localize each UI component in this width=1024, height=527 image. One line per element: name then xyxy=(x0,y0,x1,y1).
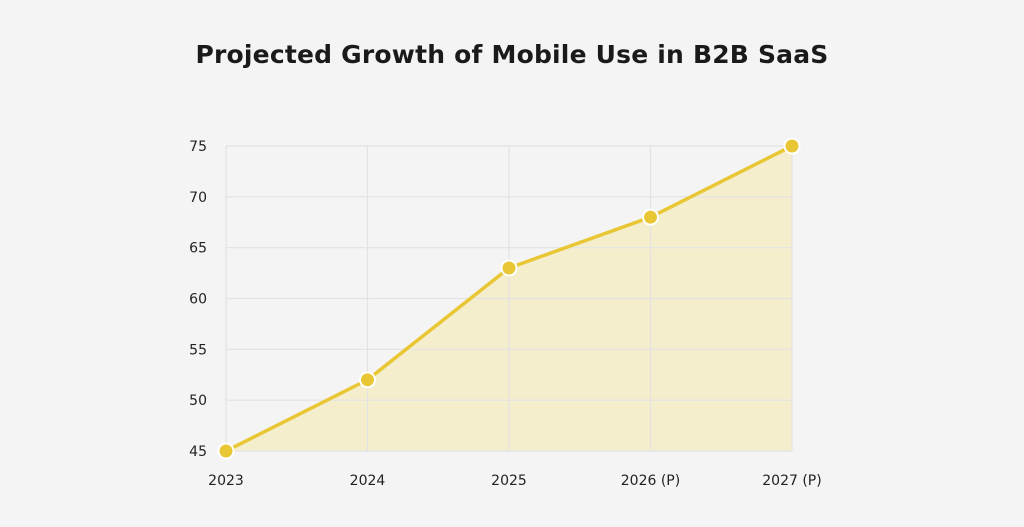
y-tick-label: 75 xyxy=(189,139,207,155)
data-point xyxy=(217,442,235,460)
y-tick-label: 55 xyxy=(189,342,207,358)
chart-title: Projected Growth of Mobile Use in B2B Sa… xyxy=(195,40,829,69)
y-tick-label: 65 xyxy=(189,241,207,257)
x-tick-label: 2025 xyxy=(491,473,527,489)
y-tick-label: 50 xyxy=(189,393,207,409)
data-point xyxy=(642,208,659,226)
x-tick-label: 2027 (P) xyxy=(762,473,821,489)
data-point xyxy=(783,137,801,155)
x-tick-label: 2023 xyxy=(208,473,244,489)
x-tick-label: 2026 (P) xyxy=(621,473,680,489)
data-point xyxy=(500,259,518,277)
y-tick-label: 70 xyxy=(189,190,207,206)
y-tick-label: 60 xyxy=(189,292,207,308)
data-point xyxy=(359,371,376,389)
x-tick-label: 2024 xyxy=(350,473,386,489)
y-tick-label: 45 xyxy=(189,444,207,460)
